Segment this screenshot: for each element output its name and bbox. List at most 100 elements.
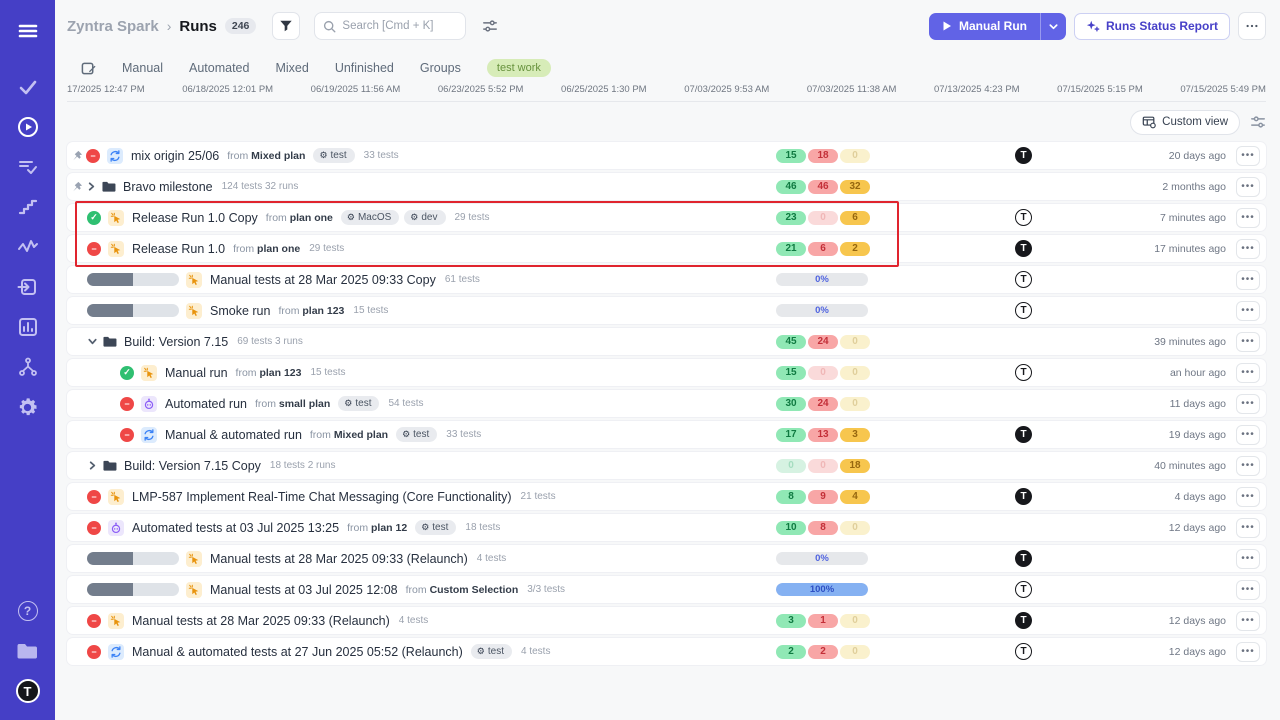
filter-button[interactable] <box>272 12 301 40</box>
steps-icon[interactable] <box>13 192 43 222</box>
branch-icon[interactable] <box>13 352 43 382</box>
bar-chart-icon[interactable] <box>13 312 43 342</box>
run-row[interactable]: Build: Version 7.15 Copy 18 tests 2 runs… <box>67 452 1266 479</box>
run-name[interactable]: Manual tests at 28 Mar 2025 09:33 (Relau… <box>210 551 468 566</box>
manual-run-dropdown[interactable] <box>1039 12 1066 40</box>
tab-mixed[interactable]: Mixed <box>275 61 309 75</box>
chevron-icon[interactable] <box>87 336 98 347</box>
manual-run-button[interactable]: Manual Run <box>928 12 1040 40</box>
status-icon: − <box>120 396 134 411</box>
check-icon[interactable] <box>13 72 43 102</box>
run-name[interactable]: Build: Version 7.15 <box>124 334 229 349</box>
row-more-button[interactable]: ••• <box>1236 300 1260 321</box>
row-more-button[interactable]: ••• <box>1236 362 1260 383</box>
tab-groups[interactable]: Groups <box>419 61 461 75</box>
counter-pill: 0 <box>840 148 870 163</box>
row-more-button[interactable]: ••• <box>1236 207 1260 228</box>
search-box[interactable] <box>314 12 467 40</box>
row-more-button[interactable]: ••• <box>1236 641 1260 662</box>
counter-pill: 2 <box>776 644 806 659</box>
run-row[interactable]: Smoke run from plan 123 15 tests 0% T ••… <box>67 297 1266 324</box>
chevron-icon[interactable] <box>87 460 98 471</box>
run-name[interactable]: Manual & automated tests at 27 Jun 2025 … <box>132 644 463 659</box>
run-name[interactable]: Bravo milestone <box>123 179 213 194</box>
run-row[interactable]: Bravo milestone 124 tests 32 runs 46 46 32… <box>67 173 1266 200</box>
counter-pill: 13 <box>808 427 838 442</box>
run-name[interactable]: Manual run <box>165 365 228 380</box>
row-more-button[interactable]: ••• <box>1236 145 1260 166</box>
run-name[interactable]: Manual tests at 03 Jul 2025 12:08 <box>210 582 398 597</box>
assignee-avatar: T <box>1015 302 1032 319</box>
header-more-button[interactable] <box>1238 12 1266 40</box>
run-source: from Custom Selection <box>405 583 519 596</box>
run-row[interactable]: − Automated run from small plan ⚙ test 54… <box>67 390 1266 417</box>
tab-unfinished[interactable]: Unfinished <box>334 61 394 75</box>
run-row[interactable]: Build: Version 7.15 69 tests 3 runs 45 24… <box>67 328 1266 355</box>
row-more-button[interactable]: ••• <box>1236 238 1260 259</box>
run-row[interactable]: − Manual tests at 28 Mar 2025 09:33 (Rel… <box>67 607 1266 634</box>
run-row[interactable]: − mix origin 25/06 from Mixed plan ⚙ test… <box>67 142 1266 169</box>
header-actions: Manual Run Runs Status Report <box>928 12 1266 40</box>
tab-automated[interactable]: Automated <box>189 61 250 75</box>
search-filter-settings-icon[interactable] <box>482 18 498 34</box>
row-more-button[interactable]: ••• <box>1236 269 1260 290</box>
run-row[interactable]: Manual tests at 03 Jul 2025 12:08 from C… <box>67 576 1266 603</box>
run-row[interactable]: Manual tests at 28 Mar 2025 09:33 Copy 6… <box>67 266 1266 293</box>
menu-icon[interactable] <box>13 16 43 46</box>
runs-count-badge: 246 <box>224 18 257 34</box>
run-name[interactable]: Smoke run <box>210 303 271 318</box>
run-name[interactable]: Release Run 1.0 <box>132 241 226 256</box>
view-settings-icon[interactable] <box>1250 114 1266 130</box>
run-row[interactable]: Manual tests at 28 Mar 2025 09:33 (Relau… <box>67 545 1266 572</box>
gear-icon[interactable] <box>13 392 43 422</box>
manual-cursor-icon <box>188 584 199 595</box>
run-row[interactable]: − Release Run 1.0 from plan one 29 tests… <box>67 235 1266 262</box>
logo-avatar[interactable]: T <box>13 676 43 706</box>
projects-folder-icon[interactable] <box>13 636 43 666</box>
run-name[interactable]: mix origin 25/06 <box>131 148 220 163</box>
row-more-button[interactable]: ••• <box>1236 548 1260 569</box>
run-row[interactable]: − Manual & automated tests at 27 Jun 202… <box>67 638 1266 665</box>
run-badges: ⚙ test <box>338 396 380 411</box>
run-name[interactable]: Manual tests at 28 Mar 2025 09:33 Copy <box>210 272 436 287</box>
run-row[interactable]: − Automated tests at 03 Jul 2025 13:25 f… <box>67 514 1266 541</box>
run-row[interactable]: ✓ Release Run 1.0 Copy from plan one ⚙ Ma… <box>67 204 1266 231</box>
status-icon: − <box>87 489 101 504</box>
run-row[interactable]: ✓ Manual run from plan 123 15 tests 15 0 0… <box>67 359 1266 386</box>
list-check-icon[interactable] <box>13 152 43 182</box>
row-more-button[interactable]: ••• <box>1236 393 1260 414</box>
chevron-down-icon <box>1049 23 1058 29</box>
row-more-button[interactable]: ••• <box>1236 176 1260 197</box>
row-more-button[interactable]: ••• <box>1236 486 1260 507</box>
run-name[interactable]: LMP-587 Implement Real-Time Chat Messagi… <box>132 489 512 504</box>
row-more-button[interactable]: ••• <box>1236 424 1260 445</box>
play-run-icon[interactable] <box>13 112 43 142</box>
counter-pill: 4 <box>840 489 870 504</box>
row-more-button[interactable]: ••• <box>1236 455 1260 476</box>
run-name[interactable]: Release Run 1.0 Copy <box>132 210 258 225</box>
row-more-button[interactable]: ••• <box>1236 579 1260 600</box>
run-name[interactable]: Build: Version 7.15 Copy <box>124 458 261 473</box>
import-icon[interactable] <box>13 272 43 302</box>
compose-run-icon[interactable] <box>81 61 96 76</box>
row-more-button[interactable]: ••• <box>1236 331 1260 352</box>
tab-manual[interactable]: Manual <box>122 61 163 75</box>
pulse-icon[interactable] <box>13 232 43 262</box>
tag-filter-test-work[interactable]: test work <box>486 59 551 77</box>
run-name[interactable]: Manual tests at 28 Mar 2025 09:33 (Relau… <box>132 613 390 628</box>
chevron-icon[interactable] <box>86 181 97 192</box>
run-row[interactable]: − LMP-587 Implement Real-Time Chat Messa… <box>67 483 1266 510</box>
run-name[interactable]: Automated run <box>165 396 247 411</box>
run-name[interactable]: Manual & automated run <box>165 427 302 442</box>
counter-pill: 0 <box>776 458 806 473</box>
breadcrumb-project[interactable]: Zyntra Spark <box>67 17 159 35</box>
run-name[interactable]: Automated tests at 03 Jul 2025 13:25 <box>132 520 340 535</box>
row-more-button[interactable]: ••• <box>1236 517 1260 538</box>
custom-view-button[interactable]: Custom view <box>1130 109 1240 135</box>
run-meta: 29 tests <box>454 212 490 223</box>
runs-status-report-button[interactable]: Runs Status Report <box>1073 12 1230 40</box>
search-input[interactable] <box>342 20 453 32</box>
row-more-button[interactable]: ••• <box>1236 610 1260 631</box>
run-row[interactable]: − Manual & automated run from Mixed plan… <box>67 421 1266 448</box>
help-icon[interactable]: ? <box>13 596 43 626</box>
